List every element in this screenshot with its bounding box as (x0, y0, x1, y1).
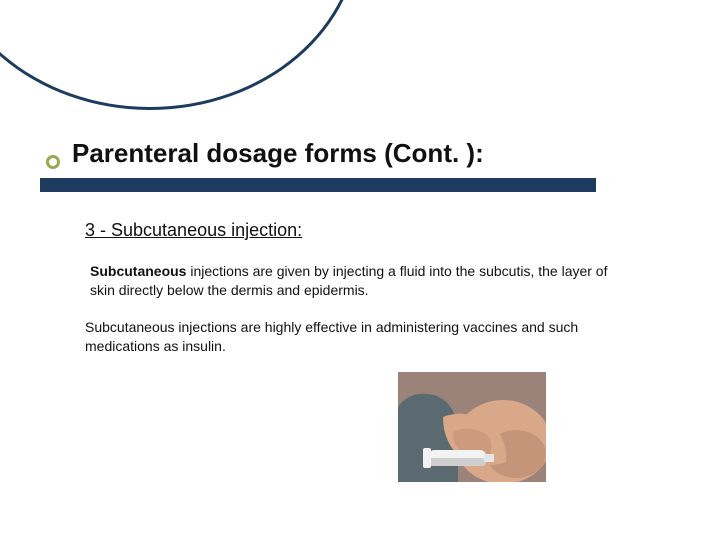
title-underline-bar (40, 178, 596, 192)
bullet-ring-icon (46, 155, 60, 169)
paragraph-1: Subcutaneous injections are given by inj… (90, 262, 628, 300)
paragraph-2: Subcutaneous injections are highly effec… (85, 318, 625, 356)
slide-title: Parenteral dosage forms (Cont. ): (72, 138, 484, 169)
paragraph-1-keyword: Subcutaneous (90, 263, 186, 279)
decorative-arc (0, 0, 360, 110)
section-subheading: 3 - Subcutaneous injection: (85, 220, 302, 241)
injection-photo (398, 372, 546, 482)
